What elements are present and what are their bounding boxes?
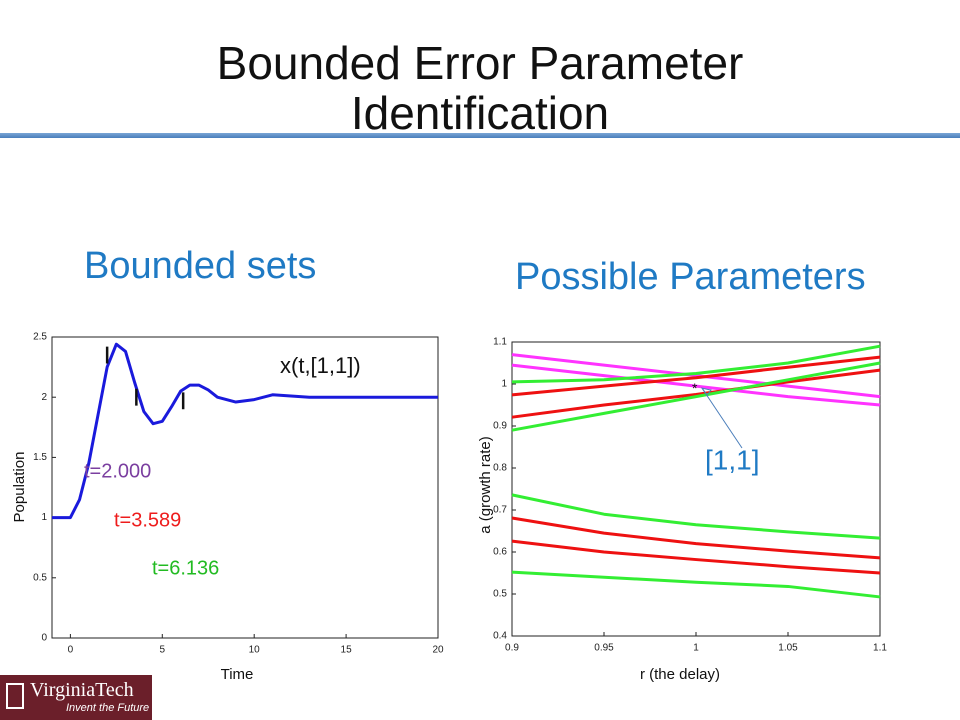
x-tick-label: 15 xyxy=(341,645,353,656)
subtitle: Bounded sets xyxy=(84,245,317,287)
point-arrow xyxy=(701,387,743,449)
series-line xyxy=(511,363,881,407)
series-line xyxy=(511,570,881,599)
y-tick-label: 0.4 xyxy=(493,631,507,642)
annotation: t=3.589 xyxy=(114,509,181,531)
series-line xyxy=(511,361,881,432)
series-line xyxy=(511,516,881,560)
y-tick-label: 0.5 xyxy=(33,572,47,583)
y-tick-label: 0.7 xyxy=(493,505,507,516)
annotation: [1,1] xyxy=(705,444,759,475)
y-tick-label: 2.5 xyxy=(33,332,47,343)
annotation: t=2.000 xyxy=(84,460,151,482)
y-axis-label: a (growth rate) xyxy=(477,436,494,534)
x-axis-label: Time xyxy=(221,666,254,683)
y-tick-label: 1 xyxy=(41,512,47,523)
y-tick-label: 1.5 xyxy=(33,452,47,463)
x-tick-label: 0 xyxy=(68,645,74,656)
slide-title: Identification xyxy=(350,87,610,139)
y-tick-label: 0.5 xyxy=(493,589,507,600)
series-line xyxy=(511,355,881,397)
y-tick-label: 0.8 xyxy=(493,463,507,474)
x-axis-label: r (the delay) xyxy=(640,666,720,683)
x-tick-label: 0.9 xyxy=(505,643,519,654)
x-tick-label: 20 xyxy=(432,645,444,656)
y-tick-label: 0.9 xyxy=(493,421,507,432)
y-tick-label: 1 xyxy=(501,379,507,390)
x-tick-label: 1.1 xyxy=(873,643,887,654)
title-rule xyxy=(0,133,960,138)
x-tick-label: 0.95 xyxy=(594,643,614,654)
x-tick-label: 1 xyxy=(693,643,699,654)
x-tick-label: 1.05 xyxy=(778,643,798,654)
logo-mark xyxy=(6,683,24,709)
arrow-head xyxy=(700,387,712,396)
series-line xyxy=(511,539,881,575)
y-axis-label: Population xyxy=(11,452,28,523)
y-tick-label: 1.1 xyxy=(493,337,507,348)
series-line xyxy=(511,353,881,399)
y-tick-label: 2 xyxy=(41,392,47,403)
series-line xyxy=(52,342,438,520)
y-tick-label: 0 xyxy=(41,633,47,644)
annotation: x(t,[1,1]) xyxy=(280,353,361,378)
logo-tagline: Invent the Future xyxy=(66,702,150,714)
series-line xyxy=(511,368,881,419)
series-line xyxy=(511,344,881,384)
annotation: t=6.136 xyxy=(152,557,219,579)
subtitle: Possible Parameters xyxy=(515,256,866,298)
point-marker: * xyxy=(692,380,698,396)
slide-title: Bounded Error Parameter xyxy=(216,37,744,89)
x-tick-label: 10 xyxy=(249,645,261,656)
logo: VirginiaTech Invent the Future xyxy=(0,675,152,720)
x-tick-label: 5 xyxy=(160,645,166,656)
y-tick-label: 0.6 xyxy=(493,547,507,558)
plot-frame xyxy=(51,336,439,639)
series-line xyxy=(511,493,881,540)
logo-name: VirginiaTech xyxy=(30,679,134,701)
